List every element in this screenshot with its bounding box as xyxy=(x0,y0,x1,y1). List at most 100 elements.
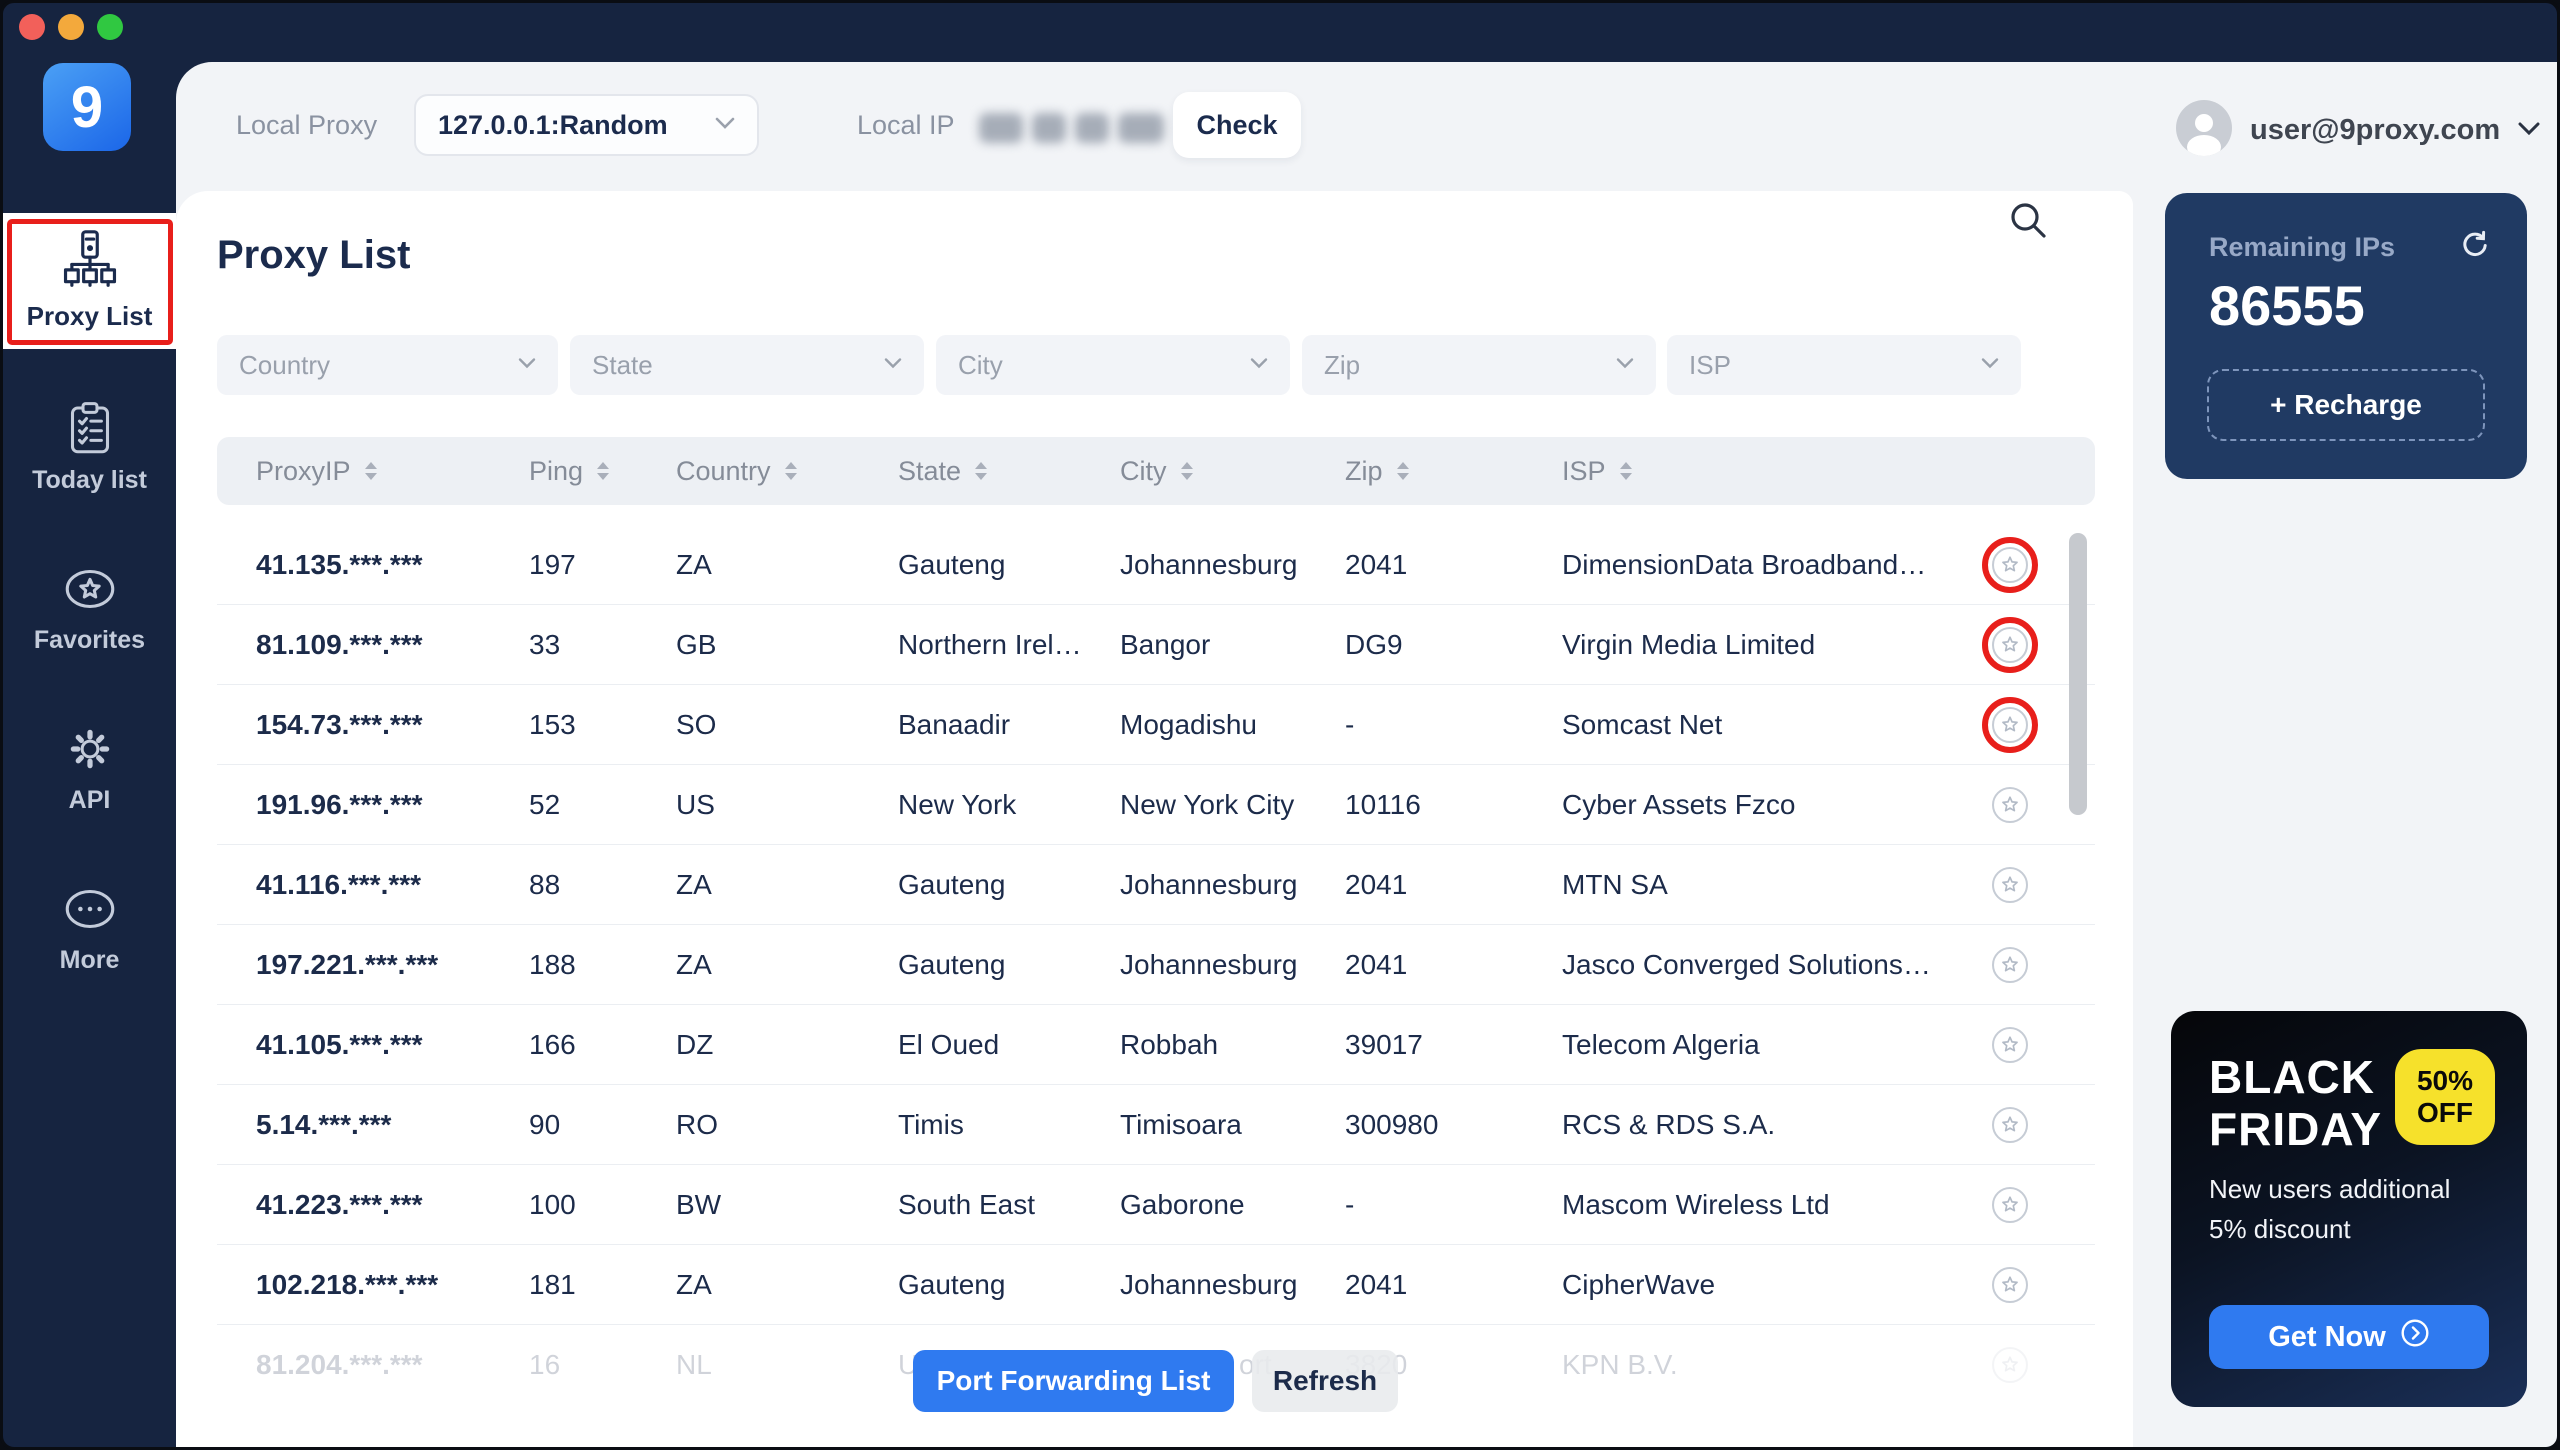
column-header-isp[interactable]: ISP xyxy=(1562,456,1983,487)
cell-city: Gaborone xyxy=(1120,1188,1245,1220)
filter-state[interactable]: State xyxy=(570,335,924,395)
table-row[interactable]: 5.14.***.*** 90 RO Timis Timisoara 30098… xyxy=(217,1085,2095,1165)
table-row[interactable]: 191.96.***.*** 52 US New York New York C… xyxy=(217,765,2095,845)
port-forwarding-list-button[interactable]: Port Forwarding List xyxy=(913,1350,1234,1412)
sort-icon xyxy=(597,462,610,480)
recharge-label: + Recharge xyxy=(2270,389,2422,420)
local-proxy-select[interactable]: 127.0.0.1:Random xyxy=(414,94,759,156)
sidebar-item-api[interactable]: API xyxy=(3,721,176,815)
column-header-city[interactable]: City xyxy=(1120,456,1345,487)
cell-zip: 2041 xyxy=(1345,548,1408,580)
cell-proxy-ip: 81.204.***.*** xyxy=(256,1349,423,1380)
local-ip-value-redacted xyxy=(979,106,1165,150)
cell-proxy-ip: 41.135.***.*** xyxy=(256,548,423,580)
traffic-light-close[interactable] xyxy=(19,14,45,40)
table-row[interactable]: 81.109.***.*** 33 GB Northern Irel… Bang… xyxy=(217,605,2095,685)
traffic-light-minimize[interactable] xyxy=(58,14,84,40)
sidebar-item-label: API xyxy=(68,786,111,814)
table-scrollbar[interactable] xyxy=(2069,533,2087,815)
avatar xyxy=(2176,100,2232,161)
table-header: ProxyIP Ping Country State City Zip ISP xyxy=(217,437,2095,505)
check-button[interactable]: Check xyxy=(1173,92,1301,158)
sort-icon xyxy=(1180,462,1193,480)
cell-city: New York City xyxy=(1120,788,1295,820)
table-row[interactable]: 41.116.***.*** 88 ZA Gauteng Johannesbur… xyxy=(217,845,2095,925)
column-header-state[interactable]: State xyxy=(898,456,1120,487)
account-menu[interactable]: user@9proxy.com xyxy=(2176,100,2540,161)
cell-isp: Virgin Media Limited xyxy=(1562,628,1816,660)
cell-isp: KPN B.V. xyxy=(1562,1349,1678,1380)
cell-country: ZA xyxy=(676,548,712,580)
filter-zip[interactable]: Zip xyxy=(1302,335,1656,395)
table-row[interactable]: 197.221.***.*** 188 ZA Gauteng Johannesb… xyxy=(217,925,2095,1005)
cell-state: El Oued xyxy=(898,1028,1000,1060)
discount-badge: 50% OFF xyxy=(2395,1049,2495,1145)
sidebar-item-more[interactable]: More xyxy=(3,881,176,975)
cell-country: BW xyxy=(676,1188,722,1220)
favorite-star-button[interactable] xyxy=(1992,1026,2028,1063)
sort-icon xyxy=(784,462,797,480)
sort-icon xyxy=(1396,462,1409,480)
favorite-star-button[interactable] xyxy=(1992,1347,2028,1383)
cell-isp: Telecom Algeria xyxy=(1562,1028,1760,1060)
get-now-button[interactable]: Get Now xyxy=(2209,1305,2489,1369)
filter-isp[interactable]: ISP xyxy=(1667,335,2021,395)
column-header-country[interactable]: Country xyxy=(676,456,898,487)
cell-state: New York xyxy=(898,788,1017,820)
refresh-button[interactable]: Refresh xyxy=(1252,1350,1398,1412)
sidebar-item-label: Favorites xyxy=(33,626,146,654)
favorite-star-button[interactable] xyxy=(1992,1186,2028,1223)
cell-ping: 16 xyxy=(529,1349,561,1380)
column-label: ProxyIP xyxy=(256,455,351,486)
favorite-star-button[interactable] xyxy=(1992,946,2028,983)
table-row[interactable]: 41.105.***.*** 166 DZ El Oued Robbah 390… xyxy=(217,1005,2095,1085)
favorite-star-button[interactable] xyxy=(1982,536,2038,593)
cell-state: Gauteng xyxy=(898,548,1006,580)
refresh-icon[interactable] xyxy=(2459,229,2491,266)
cell-proxy-ip: 197.221.***.*** xyxy=(256,948,439,980)
favorite-star-button[interactable] xyxy=(1982,696,2038,753)
cell-ping: 52 xyxy=(529,788,561,820)
traffic-light-zoom[interactable] xyxy=(97,14,123,40)
cell-proxy-ip: 102.218.***.*** xyxy=(256,1268,439,1300)
search-button[interactable] xyxy=(2004,197,2052,245)
table-row[interactable]: 154.73.***.*** 153 SO Banaadir Mogadishu… xyxy=(217,685,2095,765)
sidebar-item-label: Today list xyxy=(32,466,147,494)
sidebar-item-favorites[interactable]: Favorites xyxy=(3,561,176,655)
column-header-zip[interactable]: Zip xyxy=(1345,456,1562,487)
cell-country: NL xyxy=(676,1349,712,1380)
favorite-star-button[interactable] xyxy=(1992,866,2028,903)
filter-placeholder: State xyxy=(592,349,653,380)
recharge-button[interactable]: + Recharge xyxy=(2207,369,2485,441)
filter-placeholder: ISP xyxy=(1689,349,1731,380)
sidebar-item-proxy-list[interactable]: Proxy List xyxy=(3,213,176,349)
filter-country[interactable]: Country xyxy=(217,335,558,395)
favorite-star-button[interactable] xyxy=(1992,786,2028,823)
cell-proxy-ip: 191.96.***.*** xyxy=(256,788,423,820)
table-row[interactable]: 41.135.***.*** 197 ZA Gauteng Johannesbu… xyxy=(217,525,2095,605)
column-header-proxyip[interactable]: ProxyIP xyxy=(256,456,529,487)
promo-body: New users additional 5% discount xyxy=(2209,1174,2451,1244)
sort-icon xyxy=(975,462,988,480)
cell-zip: 39017 xyxy=(1345,1028,1423,1060)
favorite-star-button[interactable] xyxy=(1992,1266,2028,1303)
logo-glyph: 9 xyxy=(70,74,104,140)
cell-country: ZA xyxy=(676,868,712,900)
favorite-star-button[interactable] xyxy=(1992,1106,2028,1143)
table-row[interactable]: 41.223.***.*** 100 BW South East Gaboron… xyxy=(217,1165,2095,1245)
footer-actions: Port Forwarding List Refresh xyxy=(913,1350,1398,1412)
chevron-down-icon xyxy=(715,116,735,135)
sort-icon xyxy=(1619,462,1632,480)
column-label: State xyxy=(898,455,962,486)
column-header-ping[interactable]: Ping xyxy=(529,456,676,487)
cell-zip: - xyxy=(1345,1188,1355,1220)
sidebar-item-today-list[interactable]: Today list xyxy=(3,401,176,495)
remaining-ips-card: Remaining IPs 86555 + Recharge xyxy=(2165,193,2527,479)
gear-icon xyxy=(62,721,118,777)
cell-state: Timis xyxy=(898,1108,964,1140)
cell-city: Johannesburg xyxy=(1120,948,1298,980)
table-row[interactable]: 102.218.***.*** 181 ZA Gauteng Johannesb… xyxy=(217,1245,2095,1325)
cell-ping: 33 xyxy=(529,628,561,660)
favorite-star-button[interactable] xyxy=(1982,616,2038,673)
filter-city[interactable]: City xyxy=(936,335,1290,395)
